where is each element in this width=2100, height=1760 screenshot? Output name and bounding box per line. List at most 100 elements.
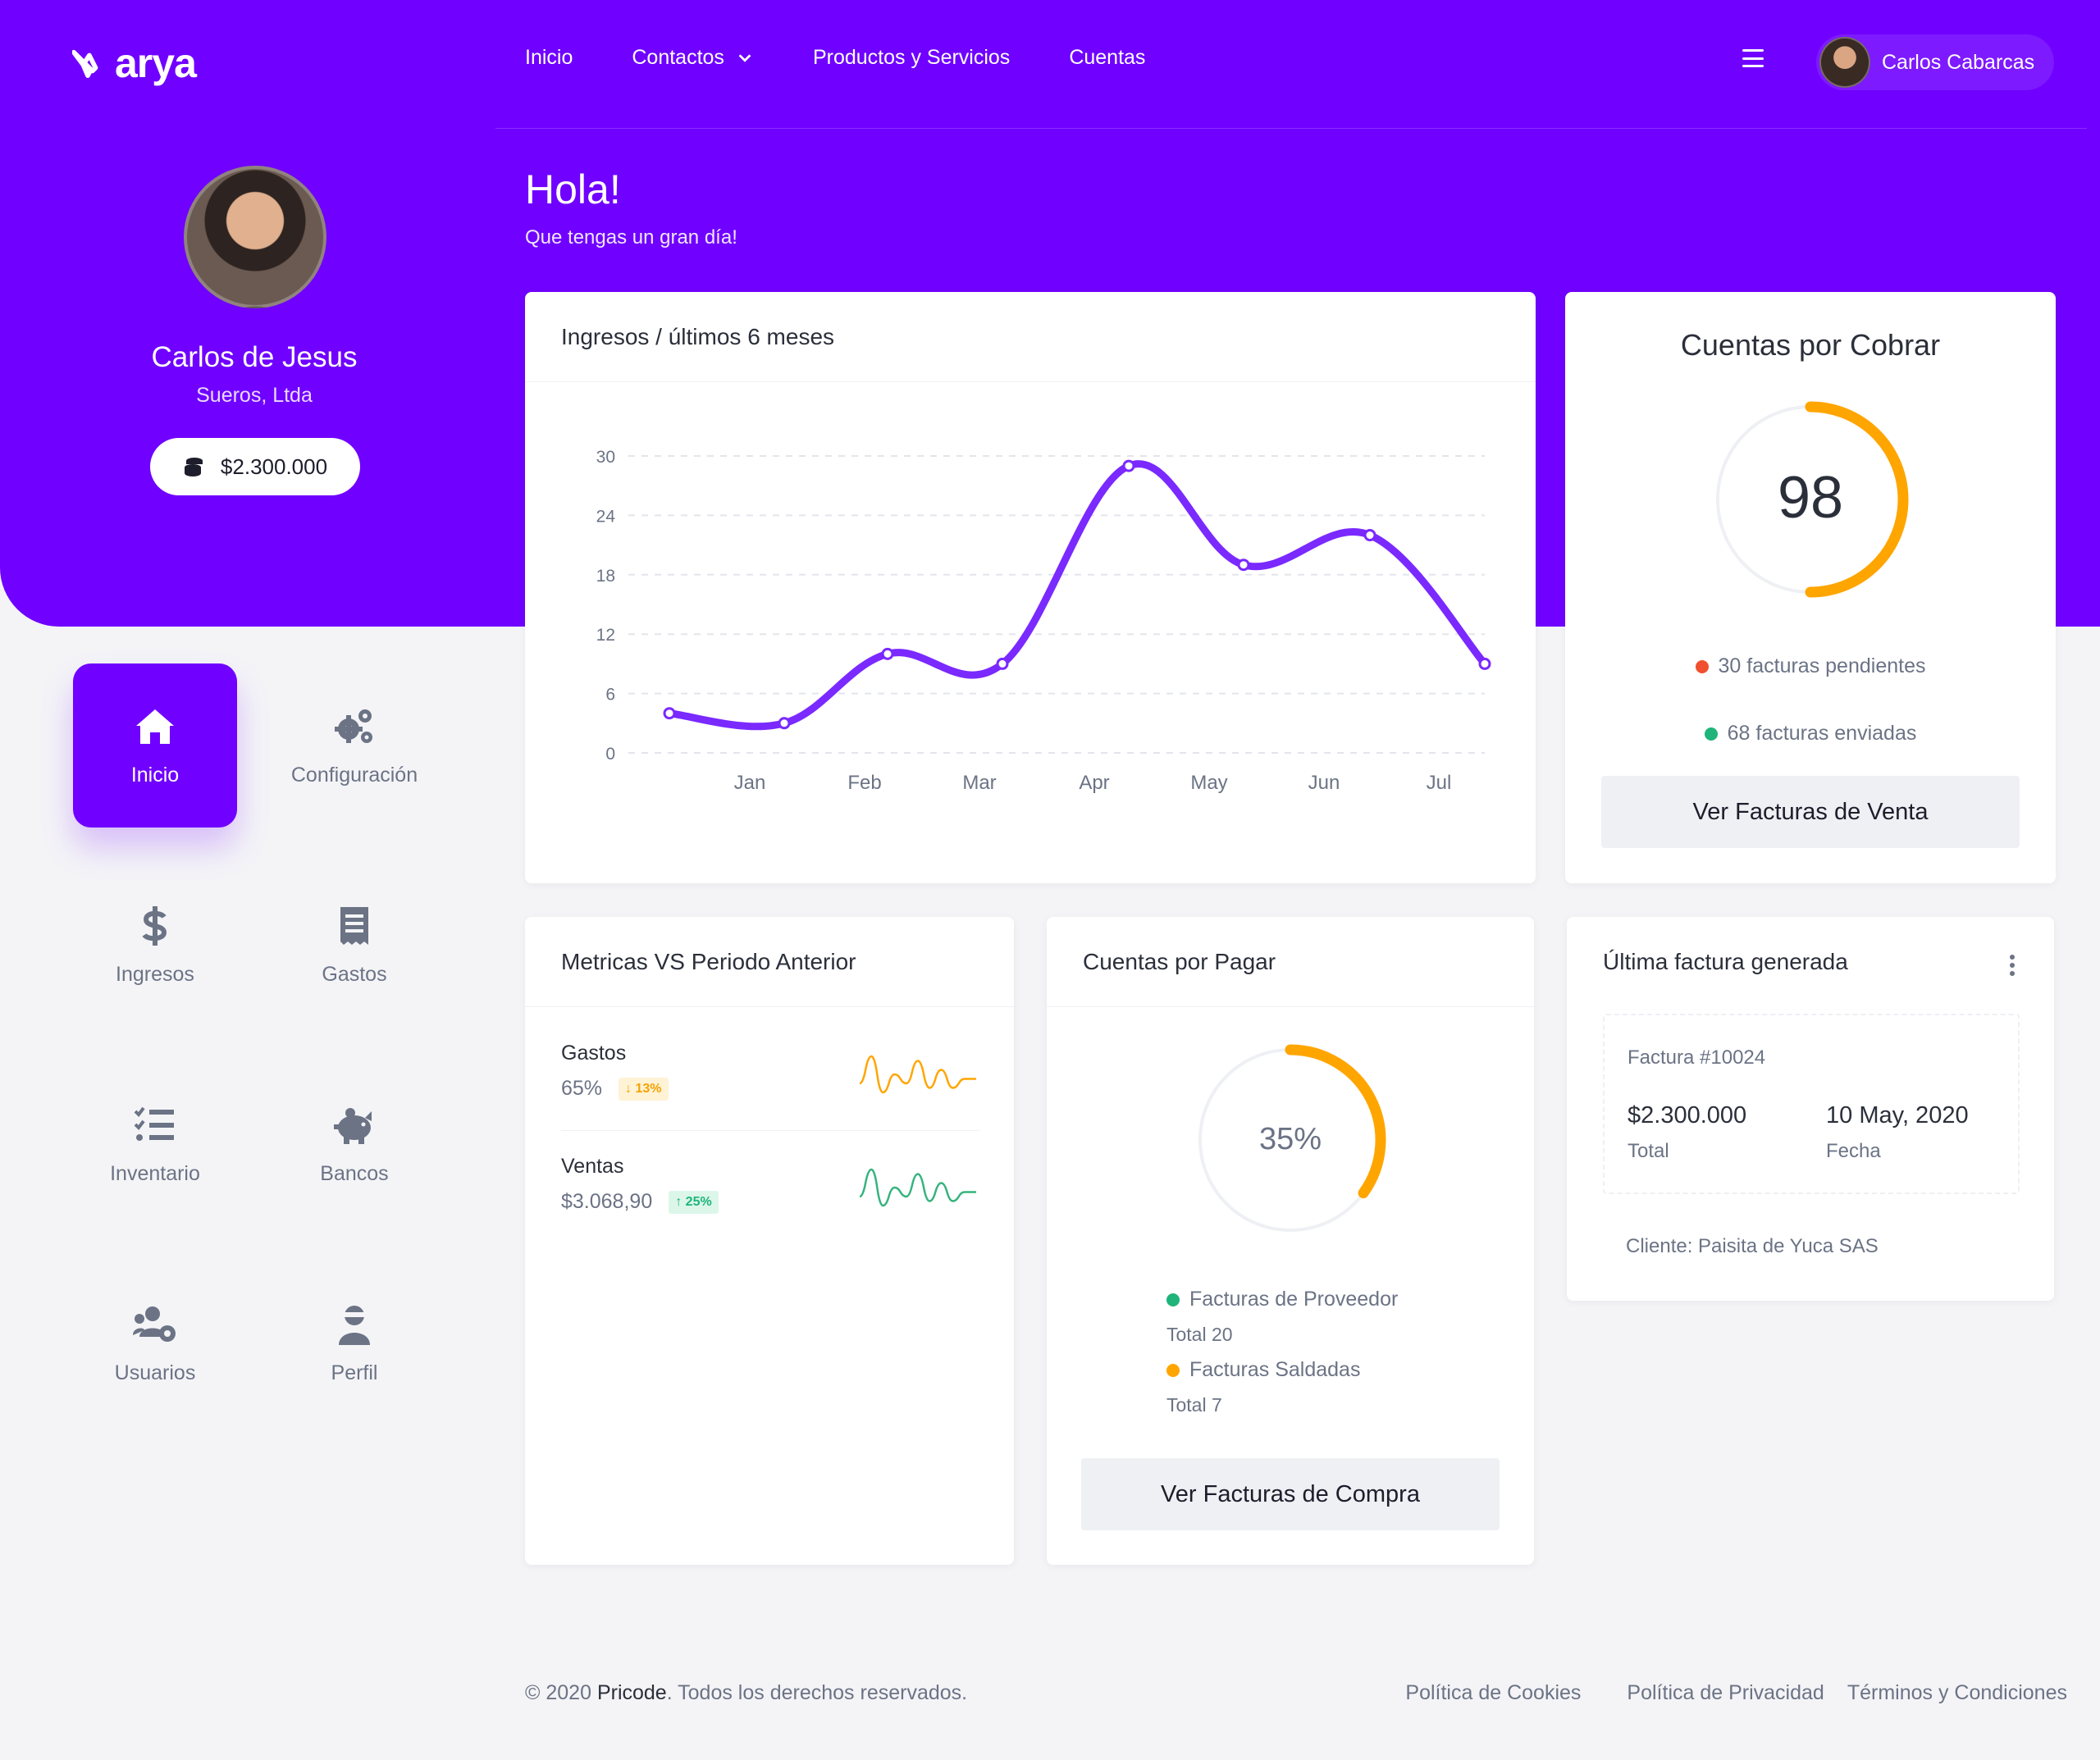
top-nav: Inicio Contactos Productos y Servicios C… <box>525 46 1145 70</box>
bird-icon <box>72 49 98 79</box>
nav-inicio[interactable]: Inicio <box>525 46 573 70</box>
greeting-title: Hola! <box>525 166 621 212</box>
y-tick-label: 12 <box>596 626 615 645</box>
sidebar-item-bancos[interactable]: Bancos <box>272 1062 436 1226</box>
ver-facturas-compra-button[interactable]: Ver Facturas de Compra <box>1081 1458 1500 1530</box>
nav-label: Cuentas <box>1069 46 1146 69</box>
sidebar-item-perfil[interactable]: Perfil <box>272 1261 436 1425</box>
ver-facturas-venta-button[interactable]: Ver Facturas de Venta <box>1601 776 2020 848</box>
nav-productos[interactable]: Productos y Servicios <box>813 46 1010 70</box>
data-point[interactable] <box>1237 559 1250 572</box>
gastos-sparkline <box>859 1055 976 1094</box>
nav-contactos[interactable]: Contactos <box>632 46 754 70</box>
sidebar-item-label: Bancos <box>320 1161 389 1185</box>
brand-logo[interactable]: arya <box>72 39 197 87</box>
brand-name: arya <box>115 40 197 86</box>
user-name: Carlos Cabarcas <box>1882 50 2035 74</box>
profile-avatar <box>184 166 326 308</box>
card-title: Ingresos / últimos 6 meses <box>525 292 1536 382</box>
chevron-down-icon <box>738 53 751 62</box>
coins-icon <box>184 458 203 476</box>
y-tick-label: 30 <box>596 448 615 467</box>
income-line-chart: 0 6 12 18 24 30 Jan Feb Mar Apr May Jun Jul <box>596 448 1491 794</box>
data-point[interactable] <box>663 707 676 720</box>
metric-value-wrap: 65% ↓ 13% <box>561 1077 979 1101</box>
card-title: Cuentas por Cobrar <box>1680 328 1941 362</box>
data-point[interactable] <box>881 647 894 660</box>
trend-up-badge: ↑ 25% <box>669 1190 719 1214</box>
user-ninja-icon <box>339 1305 370 1345</box>
data-point[interactable] <box>778 717 791 730</box>
nav-label: Inicio <box>525 46 573 69</box>
balance-amount: $2.300.000 <box>220 454 328 479</box>
footer-copyright: © 2020 Pricode. Todos los derechos reser… <box>525 1681 967 1705</box>
checklist-icon <box>134 1106 174 1141</box>
x-tick-label: Feb <box>847 772 881 794</box>
ring-progress <box>1285 1044 1386 1199</box>
invoice-summary: Factura #10024 $2.300.000 Total 10 May, … <box>1603 1014 2020 1194</box>
sidebar-item-label: Ingresos <box>116 962 194 986</box>
ventas-sparkline <box>859 1168 976 1207</box>
nav-label: Contactos <box>632 46 724 69</box>
x-tick-label: Mar <box>962 772 996 794</box>
data-point[interactable] <box>1363 529 1376 542</box>
divider <box>561 1130 979 1131</box>
cookies-link[interactable]: Política de Cookies <box>1405 1681 1582 1704</box>
badge-text: 25% <box>685 1194 712 1209</box>
legend-item: 30 facturas pendientes <box>1565 654 2056 678</box>
copyright-text: . Todos los derechos reservados. <box>666 1681 968 1704</box>
card-title: Metricas VS Periodo Anterior <box>525 917 1014 1007</box>
invoice-number: Factura #10024 <box>1628 1046 1766 1069</box>
card-title: Última factura generada <box>1603 949 1848 974</box>
invoice-amount-label: Total <box>1628 1140 1669 1162</box>
cobrar-progress-ring <box>1716 401 1909 598</box>
sparkline-path <box>859 1168 976 1207</box>
user-menu[interactable]: Carlos Cabarcas <box>1816 34 2054 90</box>
metric-value: $3.068,90 <box>561 1190 653 1213</box>
ring-progress <box>1805 401 1909 598</box>
income-chart-card: Ingresos / últimos 6 meses 0 6 12 18 24 30 Jan… <box>525 292 1536 883</box>
piggy-bank-icon <box>334 1107 372 1144</box>
nav-label: Productos y Servicios <box>812 46 1011 69</box>
privacy-link[interactable]: Política de Privacidad <box>1627 1681 1824 1704</box>
legend-label: 30 facturas pendientes <box>1718 654 1926 677</box>
y-tick-label: 6 <box>605 686 615 704</box>
footer-company-link[interactable]: Pricode <box>596 1681 667 1704</box>
sidebar-item-gastos[interactable]: Gastos <box>272 863 436 1027</box>
sidebar-item-inicio[interactable]: Inicio <box>73 663 237 828</box>
invoice-date-label: Fecha <box>1826 1140 1881 1162</box>
terms-link[interactable]: Términos y Condiciones <box>1847 1681 2067 1704</box>
legend-dot <box>1166 1363 1180 1377</box>
legend-item: 68 facturas enviadas <box>1565 722 2056 745</box>
data-point[interactable] <box>1122 459 1135 472</box>
cobrar-value: 98 <box>1777 465 1844 531</box>
footer-links: Política de Cookies Política de Privacid… <box>1405 1681 2067 1705</box>
pagar-value: 35% <box>1258 1122 1322 1156</box>
x-tick-label: May <box>1190 772 1227 794</box>
hamburger-icon[interactable] <box>1742 49 1764 67</box>
nav-cuentas[interactable]: Cuentas <box>1069 46 1145 70</box>
x-tick-label: Jul <box>1427 772 1452 794</box>
y-tick-label: 18 <box>596 567 615 586</box>
cuentas-por-cobrar-card: Cuentas por Cobrar 98 30 facturas pendie… <box>1565 292 2056 883</box>
sidebar-item-ingresos[interactable]: Ingresos <box>73 863 237 1027</box>
legend-sub: Total 20 <box>1166 1324 1233 1345</box>
dollar-icon <box>142 905 167 946</box>
invoice-date: 10 May, 2020 <box>1826 1102 1969 1128</box>
data-point[interactable] <box>996 657 1009 670</box>
trend-down-badge: ↓ 13% <box>619 1077 669 1101</box>
series-line <box>665 460 1489 731</box>
copyright-year: © 2020 <box>525 1681 591 1704</box>
sidebar-item-configuracion[interactable]: Configuración <box>272 663 436 828</box>
more-options-icon[interactable] <box>2010 955 2015 976</box>
invoice-amount: $2.300.000 <box>1628 1102 1747 1128</box>
metric-value: 65% <box>561 1077 603 1100</box>
sidebar-item-usuarios[interactable]: Usuarios <box>73 1261 237 1425</box>
data-point[interactable] <box>1478 657 1491 670</box>
sidebar-item-inventario[interactable]: Inventario <box>73 1062 237 1226</box>
receipt-icon <box>340 906 368 945</box>
x-tick-label: Jan <box>734 772 766 794</box>
badge-text: 13% <box>635 1081 662 1096</box>
balance-button[interactable]: $2.300.000 <box>150 438 360 495</box>
legend-item: Facturas de Proveedor <box>1166 1288 1398 1311</box>
